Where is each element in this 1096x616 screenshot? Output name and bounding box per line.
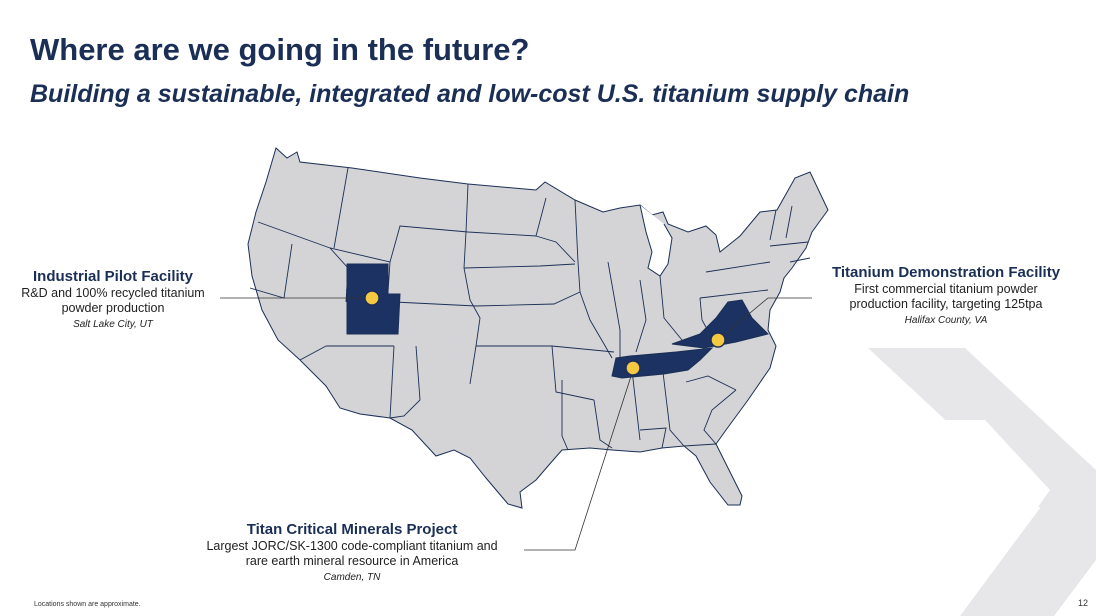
callout-location: Halifax County, VA — [904, 315, 988, 326]
callout-description-line: R&D and 100% recycled titanium — [21, 286, 205, 300]
callout-description-line: powder production — [61, 301, 165, 315]
callout-description-line: rare earth mineral resource in America — [245, 554, 459, 568]
state-borders — [249, 167, 811, 451]
page-number: 12 — [1078, 598, 1089, 608]
callout-titan-critical-minerals-project: Titan Critical Minerals Project Largest … — [186, 521, 518, 585]
callout-title: Titan Critical Minerals Project — [246, 521, 458, 538]
callout-industrial-pilot-facility: Industrial Pilot Facility R&D and 100% r… — [8, 268, 218, 332]
footnote: Locations shown are approximate. — [34, 601, 141, 608]
leader-lines — [220, 297, 812, 551]
virginia-leader-line — [719, 297, 812, 339]
callout-title: Titanium Demonstration Facility — [831, 264, 1061, 281]
callout-title: Industrial Pilot Facility — [32, 268, 194, 285]
location-markers — [364, 290, 726, 376]
location-dot-icon — [364, 290, 380, 306]
page-subtitle: Building a sustainable, integrated and l… — [30, 80, 910, 108]
callout-description-line: Largest JORC/SK-1300 code-compliant tita… — [206, 539, 498, 553]
callout-location: Salt Lake City, UT — [73, 319, 153, 330]
callout-titanium-demonstration-facility: Titanium Demonstration Facility First co… — [815, 264, 1077, 328]
tennessee-leader-line — [524, 369, 634, 551]
location-dot-icon — [710, 332, 726, 348]
location-dot-icon — [625, 360, 641, 376]
callout-location: Camden, TN — [323, 572, 381, 583]
page-title: Where are we going in the future? — [30, 32, 530, 67]
callout-description-line: production facility, targeting 125tpa — [849, 297, 1043, 311]
callout-description-line: First commercial titanium powder — [854, 282, 1038, 296]
